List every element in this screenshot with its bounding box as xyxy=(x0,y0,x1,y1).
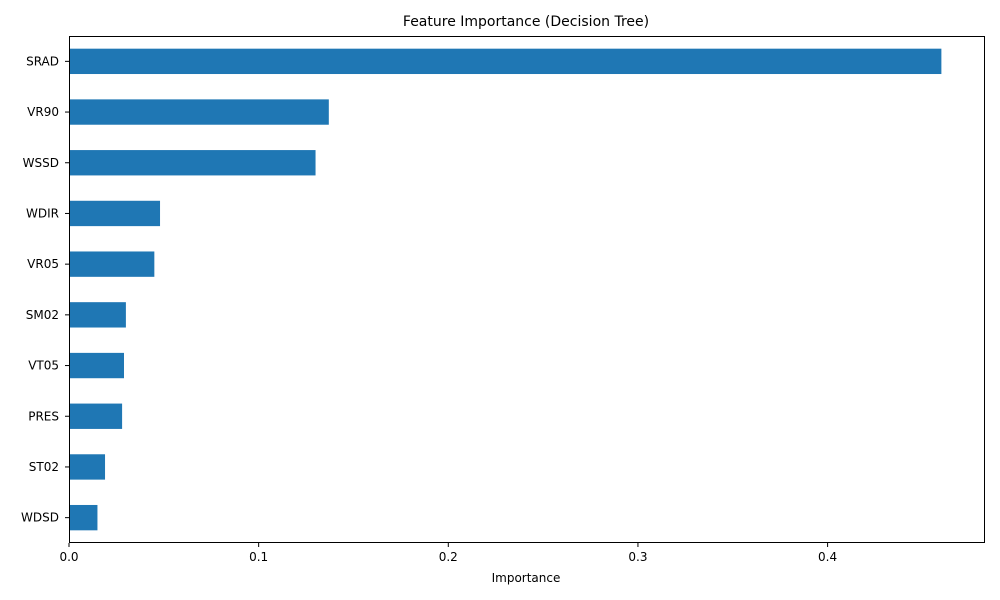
x-axis: 0.0 0.1 0.2 0.3 0.4 xyxy=(59,543,837,564)
y-tick-label: SM02 xyxy=(26,308,59,322)
x-tick-label: 0.1 xyxy=(249,550,268,564)
y-tick-label: VR90 xyxy=(27,105,59,119)
plot-frame xyxy=(69,36,985,543)
bar-wssd xyxy=(69,150,316,176)
bar-vr05 xyxy=(69,251,155,277)
bar-srad xyxy=(69,48,942,75)
y-axis: SRAD VR90 WSSD WDIR VR05 SM02 VT05 PRES ST02 WDSD xyxy=(21,54,69,525)
y-tick-label: WDIR xyxy=(26,206,59,220)
x-tick-label: 0.0 xyxy=(59,550,78,564)
y-tick-label: PRES xyxy=(28,409,59,423)
bar-pres xyxy=(69,403,123,429)
bar-wdsd xyxy=(69,504,98,531)
y-tick-label: VR05 xyxy=(27,257,59,271)
x-tick-label: 0.4 xyxy=(818,550,837,564)
bar-vt05 xyxy=(69,352,124,379)
x-tick-label: 0.3 xyxy=(628,550,647,564)
bar-vr90 xyxy=(69,99,329,125)
bar-st02 xyxy=(69,454,106,480)
bar-wdir xyxy=(69,200,161,227)
x-axis-label: Importance xyxy=(492,571,561,585)
y-tick-label: WSSD xyxy=(23,156,59,170)
y-tick-label: WDSD xyxy=(21,511,59,525)
y-tick-label: ST02 xyxy=(29,460,59,474)
x-tick-label: 0.2 xyxy=(439,550,458,564)
bars-group xyxy=(69,48,942,531)
y-tick-label: VT05 xyxy=(28,359,59,373)
chart-title: Feature Importance (Decision Tree) xyxy=(403,14,649,30)
bar-sm02 xyxy=(69,302,126,328)
y-tick-label: SRAD xyxy=(26,54,59,68)
